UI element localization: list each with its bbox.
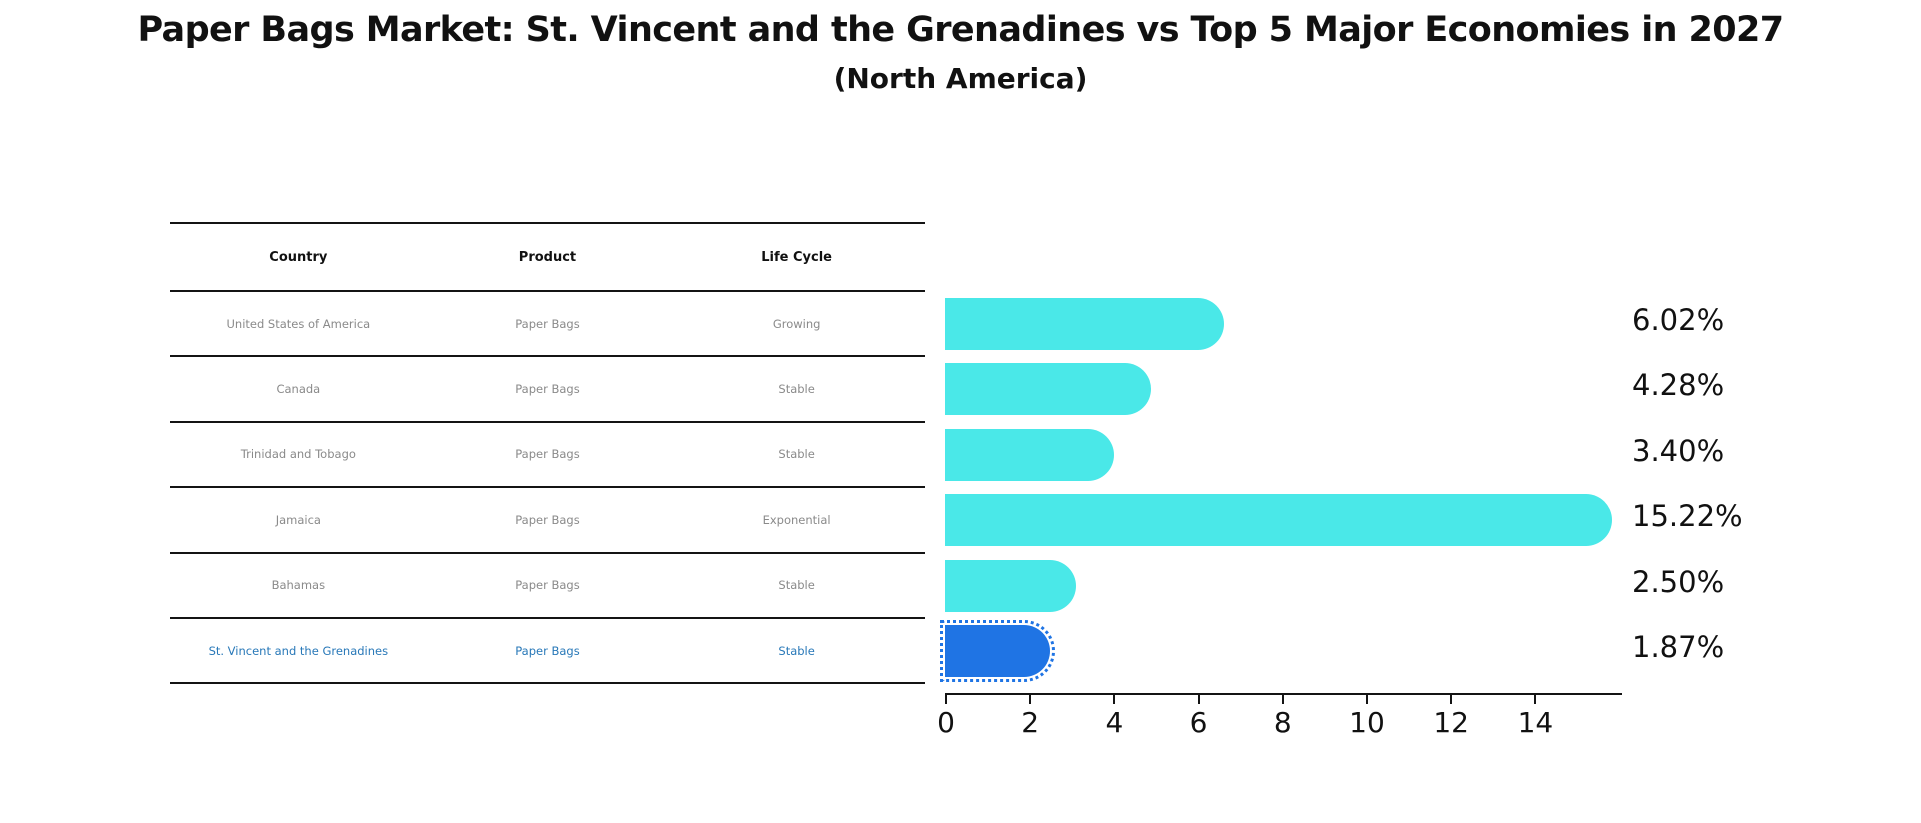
table-header-row: Country Product Life Cycle [170, 224, 925, 292]
life-cycle-cell: Stable [778, 643, 815, 658]
table-row: Jamaica Paper Bags Exponential [170, 488, 925, 554]
x-axis-tick [1197, 695, 1200, 704]
x-axis-tick-label: 10 [1349, 706, 1385, 739]
bar-value-label: 3.40% [1632, 433, 1725, 468]
column-header-life-cycle: Life Cycle [761, 249, 832, 265]
x-axis-tick [1366, 695, 1368, 704]
bar-value-label: 6.02% [1632, 303, 1725, 337]
bar-value-label: 15.22% [1632, 499, 1743, 534]
x-axis-tick-label: 14 [1517, 706, 1554, 739]
bar [945, 363, 1152, 416]
x-axis-line [945, 693, 1622, 695]
product-cell: Paper Bags [515, 512, 580, 527]
x-axis-tick [1113, 695, 1116, 704]
x-axis-tick-label: 12 [1433, 706, 1470, 739]
bar-value-label: 4.28% [1632, 368, 1725, 403]
x-axis-tick-label: 6 [1189, 706, 1208, 739]
life-cycle-cell: Stable [778, 578, 815, 593]
bar-value-label: 1.87% [1632, 630, 1725, 664]
x-axis-tick [1029, 695, 1032, 704]
life-cycle-cell: Stable [778, 382, 815, 397]
life-cycle-cell: Stable [778, 447, 815, 462]
bar [945, 298, 1225, 350]
product-cell: Paper Bags [515, 643, 580, 658]
chart-subtitle: (North America) [833, 62, 1088, 95]
country-cell: Canada [276, 382, 321, 397]
bar [945, 559, 1077, 612]
column-header-country: Country [269, 249, 328, 265]
table-row: Canada Paper Bags Stable [170, 357, 925, 423]
product-cell: Paper Bags [515, 382, 580, 397]
product-cell: Paper Bags [515, 578, 580, 593]
country-cell: Bahamas [271, 578, 326, 593]
table-row: Bahamas Paper Bags Stable [170, 554, 925, 619]
product-cell: Paper Bags [515, 447, 580, 462]
bar-highlighted [940, 620, 1055, 682]
x-axis-tick [1281, 695, 1284, 704]
bar [945, 428, 1115, 481]
life-cycle-cell: Exponential [762, 512, 831, 527]
product-cell: Paper Bags [515, 316, 580, 331]
x-axis-tick [945, 695, 947, 704]
x-axis-tick [1534, 695, 1537, 704]
table-row: United States of America Paper Bags Grow… [170, 292, 925, 358]
bar-value-label: 2.50% [1632, 564, 1725, 599]
country-cell: Jamaica [275, 512, 321, 527]
table-row-highlighted: St. Vincent and the Grenadines Paper Bag… [170, 619, 925, 685]
country-cell: United States of America [226, 316, 371, 331]
chart-title: Paper Bags Market: St. Vincent and the G… [137, 10, 1784, 50]
x-axis-tick [1450, 695, 1453, 704]
x-axis-tick-label: 8 [1273, 706, 1292, 739]
country-cell: St. Vincent and the Grenadines [208, 643, 389, 658]
life-cycle-cell: Growing [772, 316, 821, 331]
bar [945, 494, 1612, 547]
country-table: Country Product Life Cycle United States… [170, 222, 925, 685]
x-axis-tick-label: 2 [1021, 706, 1040, 739]
table-row: Trinidad and Tobago Paper Bags Stable [170, 423, 925, 489]
x-axis-tick-label: 0 [937, 706, 955, 739]
country-cell: Trinidad and Tobago [240, 447, 356, 462]
column-header-product: Product [518, 249, 577, 265]
x-axis-tick-label: 4 [1105, 706, 1124, 739]
